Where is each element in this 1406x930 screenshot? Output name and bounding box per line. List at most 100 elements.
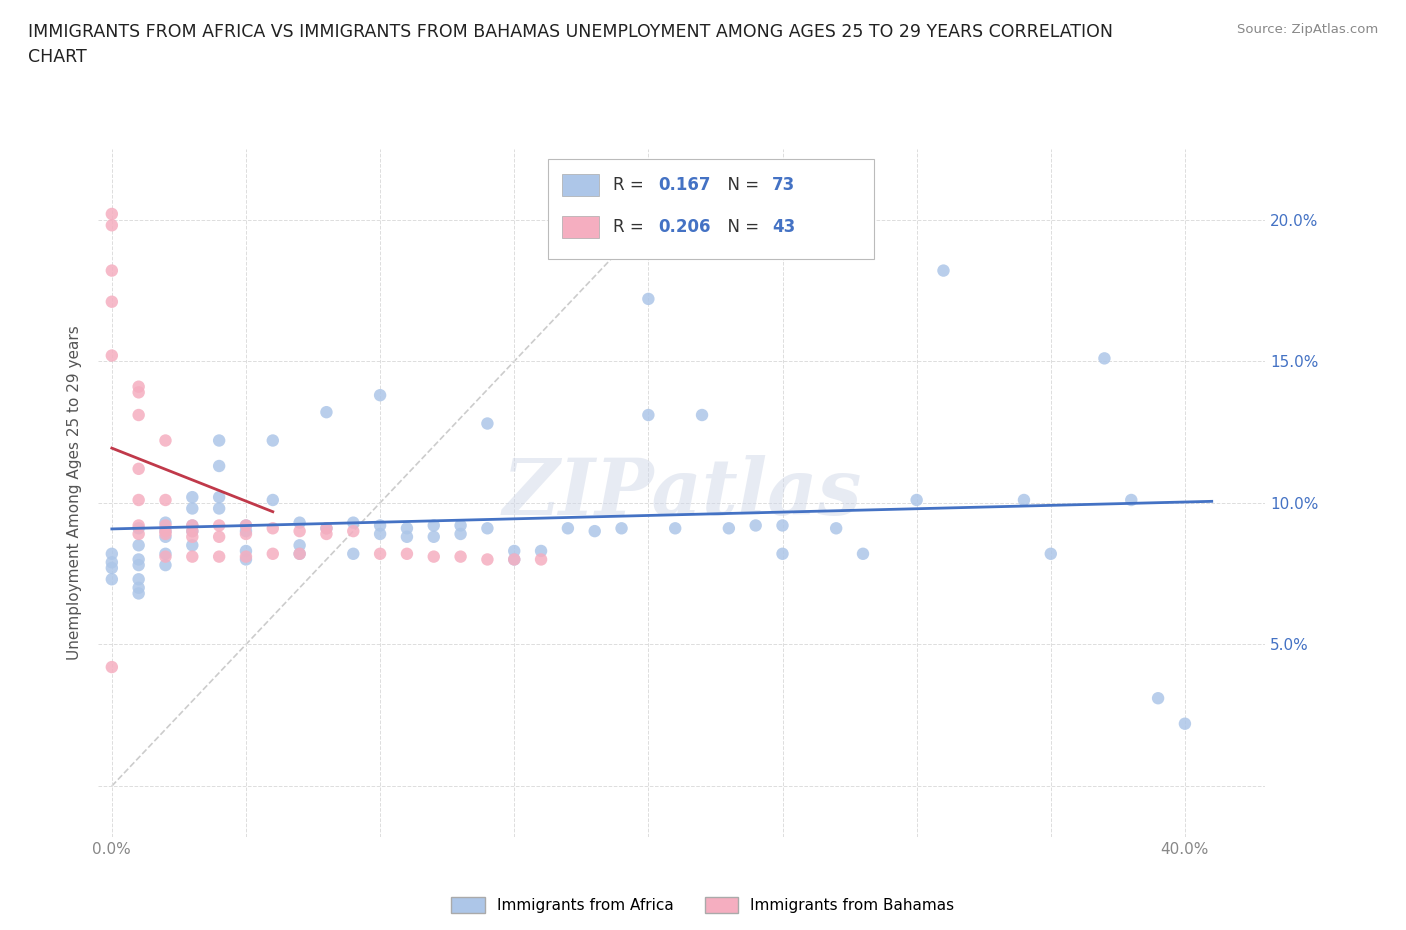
Point: [101, 555, 124, 570]
Point: [395, 529, 418, 544]
Text: R =: R =: [613, 218, 650, 235]
Point: [530, 543, 553, 558]
Point: [477, 552, 499, 567]
Point: [368, 388, 391, 403]
Point: [181, 518, 204, 533]
Point: [101, 546, 124, 561]
Point: [101, 218, 124, 232]
Point: [423, 550, 446, 565]
Point: [208, 550, 231, 565]
Point: [610, 521, 633, 536]
Point: [128, 580, 150, 595]
Text: IMMIGRANTS FROM AFRICA VS IMMIGRANTS FROM BAHAMAS UNEMPLOYMENT AMONG AGES 25 TO : IMMIGRANTS FROM AFRICA VS IMMIGRANTS FRO…: [28, 23, 1114, 41]
Point: [128, 538, 150, 552]
Point: [155, 526, 177, 541]
Text: 0.167: 0.167: [658, 177, 711, 194]
Point: [235, 518, 257, 533]
Point: [450, 550, 472, 565]
Point: [342, 524, 364, 538]
Point: [181, 501, 204, 516]
Point: [423, 518, 446, 533]
Point: [450, 518, 472, 533]
Point: [368, 518, 391, 533]
Point: [128, 572, 150, 587]
Point: [101, 659, 124, 674]
Point: [128, 407, 150, 422]
Point: [288, 515, 311, 530]
Point: [690, 407, 713, 422]
Point: [155, 524, 177, 538]
Point: [744, 518, 766, 533]
Point: [1012, 493, 1035, 508]
Text: CHART: CHART: [28, 48, 87, 66]
Point: [128, 461, 150, 476]
Point: [208, 490, 231, 505]
Point: [155, 515, 177, 530]
Point: [637, 407, 659, 422]
Point: [128, 385, 150, 400]
Text: N =: N =: [717, 218, 765, 235]
Point: [772, 546, 794, 561]
Point: [155, 558, 177, 573]
Point: [423, 529, 446, 544]
Point: [101, 263, 124, 278]
Point: [342, 515, 364, 530]
Point: [101, 206, 124, 221]
Point: [101, 561, 124, 576]
Point: [262, 433, 284, 448]
Point: [530, 552, 553, 567]
Text: ZIPatlas: ZIPatlas: [502, 455, 862, 531]
Point: [664, 521, 686, 536]
Point: [181, 524, 204, 538]
Point: [905, 493, 928, 508]
Point: [772, 518, 794, 533]
Point: [208, 433, 231, 448]
Point: [235, 518, 257, 533]
Point: [288, 546, 311, 561]
Text: N =: N =: [717, 177, 765, 194]
Point: [450, 526, 472, 541]
Point: [128, 526, 150, 541]
Point: [208, 529, 231, 544]
Point: [208, 458, 231, 473]
Text: 43: 43: [772, 218, 794, 235]
Point: [368, 546, 391, 561]
Point: [208, 501, 231, 516]
Point: [101, 294, 124, 309]
Point: [368, 526, 391, 541]
Point: [235, 524, 257, 538]
Point: [181, 518, 204, 533]
Y-axis label: Unemployment Among Ages 25 to 29 years: Unemployment Among Ages 25 to 29 years: [67, 326, 83, 660]
Point: [101, 572, 124, 587]
Text: R =: R =: [613, 177, 650, 194]
Point: [155, 493, 177, 508]
Point: [235, 543, 257, 558]
Point: [315, 526, 337, 541]
Point: [342, 546, 364, 561]
Point: [262, 493, 284, 508]
Point: [181, 550, 204, 565]
Point: [932, 263, 955, 278]
Point: [825, 521, 848, 536]
Point: [235, 526, 257, 541]
Point: [288, 546, 311, 561]
Point: [637, 291, 659, 306]
Point: [1121, 493, 1143, 508]
Point: [503, 552, 526, 567]
Point: [155, 546, 177, 561]
Point: [395, 521, 418, 536]
Point: [128, 552, 150, 567]
Text: 73: 73: [772, 177, 794, 194]
Point: [1039, 546, 1062, 561]
Point: [181, 529, 204, 544]
Point: [315, 521, 337, 536]
Point: [155, 550, 177, 565]
Point: [181, 538, 204, 552]
Point: [155, 433, 177, 448]
Point: [477, 416, 499, 431]
Point: [1094, 351, 1116, 365]
Point: [477, 521, 499, 536]
Point: [235, 552, 257, 567]
Point: [128, 558, 150, 573]
Point: [557, 521, 579, 536]
